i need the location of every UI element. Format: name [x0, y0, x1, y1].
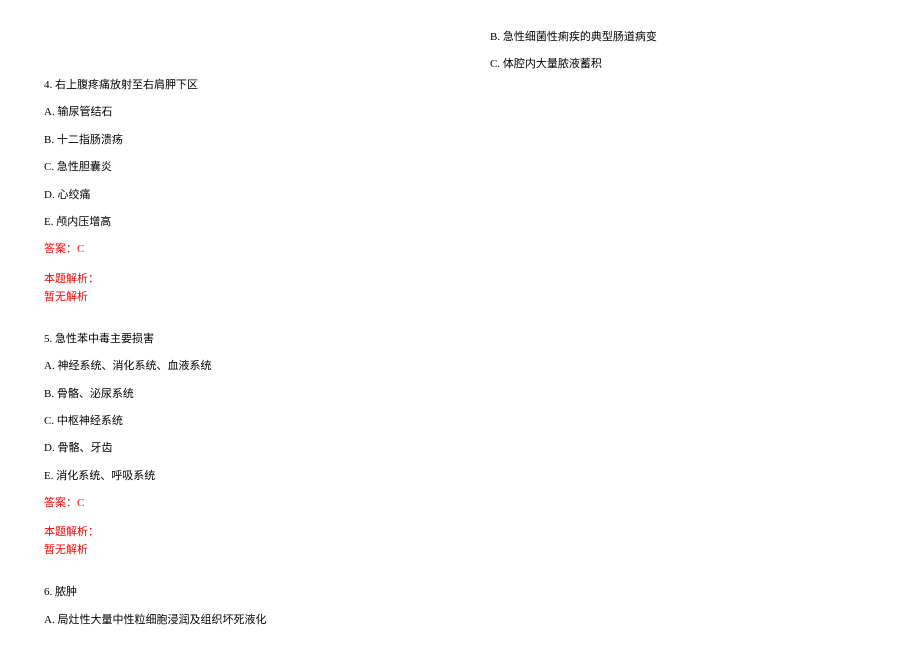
q4-opt-c: C. 急性胆囊炎	[44, 160, 430, 175]
q6-opt-b: B. 急性细菌性痢疾的典型肠道病变	[490, 30, 876, 45]
top-spacer	[44, 30, 430, 78]
exam-page: 4. 右上腹疼痛放射至右肩胛下区 A. 输尿管结石 B. 十二指肠溃疡 C. 急…	[0, 0, 920, 651]
q4-stem: 4. 右上腹疼痛放射至右肩胛下区	[44, 78, 430, 93]
q5-opt-b: B. 骨骼、泌尿系统	[44, 387, 430, 402]
q4-opt-b: B. 十二指肠溃疡	[44, 133, 430, 148]
q5-explanation-block: 本题解析： 暂无解析	[44, 523, 430, 557]
q5-exp-label: 本题解析：	[44, 523, 430, 539]
q5-opt-e: E. 消化系统、呼吸系统	[44, 469, 430, 484]
q5-exp-body: 暂无解析	[44, 541, 430, 557]
q4-answer: 答案：C	[44, 242, 430, 257]
q5-opt-d: D. 骨骼、牙齿	[44, 441, 430, 456]
q6-opt-a: A. 局灶性大量中性粒细胞浸润及组织坏死液化	[44, 613, 430, 628]
q4-opt-e: E. 颅内压增高	[44, 215, 430, 230]
q5-answer: 答案：C	[44, 496, 430, 511]
q6-stem: 6. 脓肿	[44, 585, 430, 600]
q4-opt-d: D. 心绞痛	[44, 188, 430, 203]
q5-opt-a: A. 神经系统、消化系统、血液系统	[44, 359, 430, 374]
q4-exp-body: 暂无解析	[44, 288, 430, 304]
q4-exp-label: 本题解析：	[44, 270, 430, 286]
q4-opt-a: A. 输尿管结石	[44, 105, 430, 120]
q5-stem: 5. 急性苯中毒主要损害	[44, 332, 430, 347]
q6-opt-c: C. 体腔内大量脓液蓄积	[490, 57, 876, 72]
q5-opt-c: C. 中枢神经系统	[44, 414, 430, 429]
q4-explanation-block: 本题解析： 暂无解析	[44, 270, 430, 304]
